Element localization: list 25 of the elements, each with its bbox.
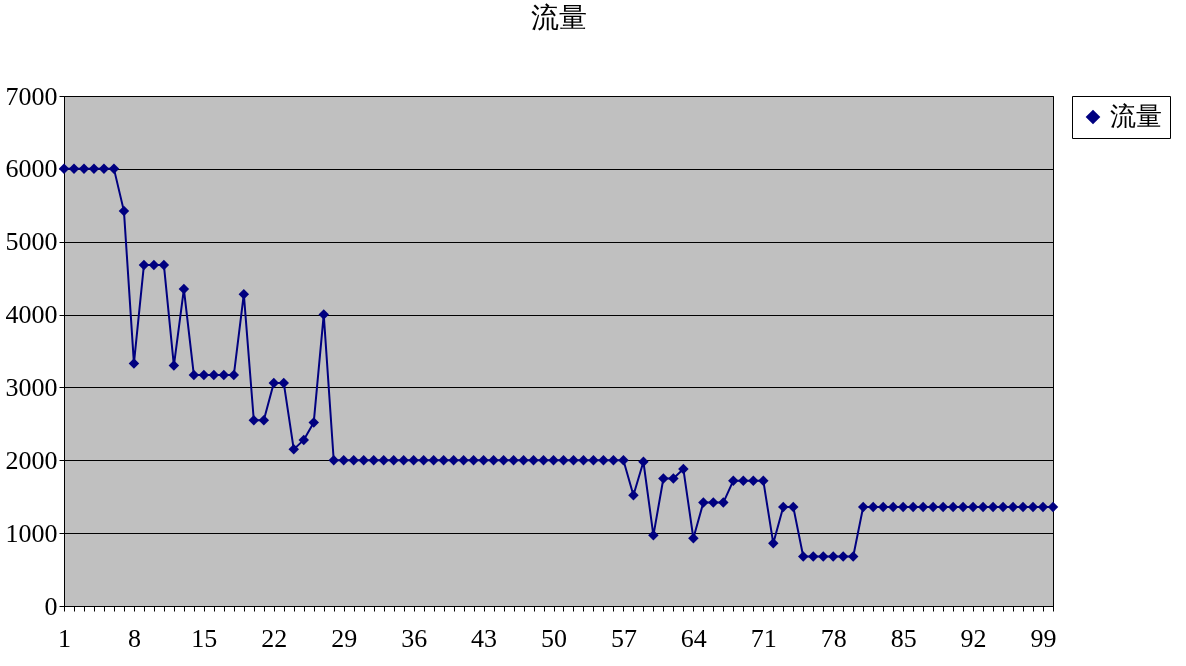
x-tick-label: 1: [58, 623, 71, 653]
x-tick-label: 85: [890, 623, 917, 653]
x-tick-label: 92: [960, 623, 987, 653]
x-tick-label: 78: [820, 623, 847, 653]
y-tick-label: 0: [44, 591, 58, 621]
y-tick-label: 2000: [5, 445, 58, 475]
x-tick-label: 99: [1030, 623, 1057, 653]
y-tick-label: 7000: [5, 81, 58, 111]
x-tick-label: 22: [261, 623, 288, 653]
y-tick-label: 6000: [5, 154, 58, 184]
x-tick-label: 71: [750, 623, 777, 653]
x-tick-label: 15: [191, 623, 218, 653]
x-tick-label: 8: [127, 623, 141, 653]
y-tick-label: 3000: [5, 372, 58, 402]
legend-label: 流量: [1110, 102, 1162, 131]
x-tick-label: 64: [680, 623, 707, 653]
x-tick-label: 29: [331, 623, 358, 653]
x-tick-label: 36: [401, 623, 428, 653]
y-tick-label: 1000: [5, 518, 58, 548]
y-tick-label: 4000: [5, 300, 58, 330]
x-tick-label: 57: [610, 623, 637, 653]
chart-title: 流量: [530, 2, 587, 33]
y-tick-label: 5000: [5, 227, 58, 257]
x-tick-label: 43: [471, 623, 498, 653]
x-tick-label: 50: [541, 623, 568, 653]
